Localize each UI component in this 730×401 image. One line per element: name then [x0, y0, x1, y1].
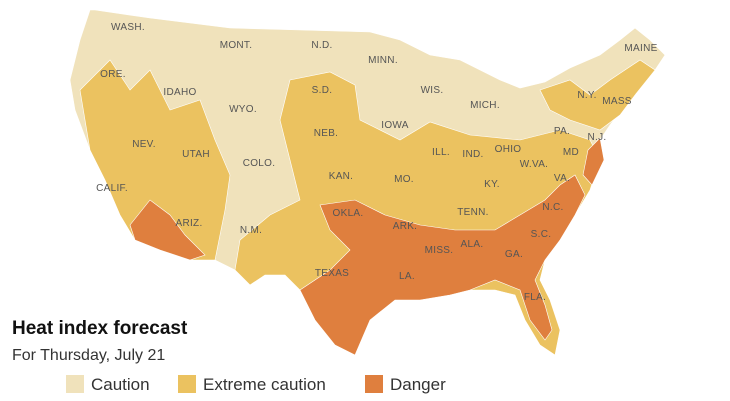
state-label: MO.: [394, 174, 414, 185]
heat-regions: [69, 9, 666, 356]
state-label: W.VA.: [520, 159, 549, 170]
title: Heat index forecast: [12, 318, 188, 339]
state-label: VA.: [554, 173, 570, 184]
state-label: OKLA.: [333, 208, 364, 219]
region-extreme-caution: [79, 59, 231, 261]
state-labels: WASH. MONT. N.D. MINN. MAINE ORE. IDAHO WYO. S.D…: [96, 22, 657, 303]
state-label: WASH.: [111, 22, 145, 33]
state-label: LA.: [399, 271, 415, 282]
state-label: FLA.: [524, 292, 546, 303]
state-label: MICH.: [470, 100, 500, 111]
state-label: N.M.: [240, 225, 262, 236]
state-label: WIS.: [421, 85, 444, 96]
legend: Caution Extreme caution Danger: [66, 375, 446, 394]
state-label: PA.: [554, 126, 570, 137]
state-label: ORE.: [100, 69, 126, 80]
state-label: ARK.: [393, 221, 418, 232]
state-label: ALA.: [461, 239, 484, 250]
state-label: ARIZ.: [175, 218, 202, 229]
state-label: MONT.: [220, 40, 253, 51]
legend-label: Extreme caution: [203, 375, 326, 394]
legend-label: Caution: [91, 375, 150, 394]
region-danger: [299, 174, 586, 356]
legend-swatch: [365, 375, 383, 393]
state-label: CALIF.: [96, 183, 128, 194]
state-label: IOWA: [381, 120, 409, 131]
state-label: MINN.: [368, 55, 398, 66]
state-label: IND.: [462, 149, 483, 160]
state-label: UTAH: [182, 149, 210, 160]
state-label: N.D.: [311, 40, 332, 51]
state-label: KY.: [484, 179, 500, 190]
state-label: KAN.: [329, 171, 354, 182]
state-label: COLO.: [243, 158, 276, 169]
state-label: S.D.: [312, 85, 333, 96]
state-label: N.J.: [588, 132, 607, 143]
state-label: N.Y.: [577, 90, 596, 101]
state-label: MISS.: [425, 245, 454, 256]
state-label: NEB.: [314, 128, 339, 139]
state-label: ILL.: [432, 147, 450, 158]
legend-label: Danger: [390, 375, 446, 394]
state-label: N.C.: [542, 202, 563, 213]
state-label: MAINE: [624, 43, 657, 54]
state-label: S.C.: [531, 229, 552, 240]
state-label: IDAHO: [163, 87, 196, 98]
state-label: TENN.: [457, 207, 489, 218]
state-label: TEXAS: [315, 268, 349, 279]
region-danger: [129, 199, 206, 261]
region-extreme-caution: [539, 59, 656, 131]
state-label: GA.: [505, 249, 523, 260]
state-label: MD: [563, 147, 579, 158]
state-label: WYO.: [229, 104, 257, 115]
region-danger: [582, 137, 605, 186]
state-label: MASS: [602, 96, 632, 107]
state-label: NEV.: [132, 139, 156, 150]
state-label: OHIO: [495, 144, 522, 155]
subtitle: For Thursday, July 21: [12, 347, 165, 364]
legend-swatch: [178, 375, 196, 393]
legend-swatch: [66, 375, 84, 393]
